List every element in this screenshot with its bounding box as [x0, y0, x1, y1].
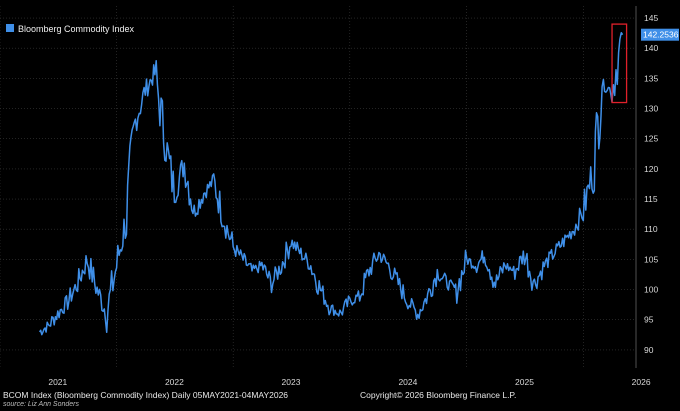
y-tick-label: 100 [644, 285, 658, 295]
highlight-box [611, 23, 628, 104]
last-value-box [641, 28, 679, 41]
last-value-label: 142.2536 [643, 30, 679, 40]
y-tick-label: 125 [644, 134, 658, 144]
y-tick-label: 130 [644, 104, 658, 114]
y-tick-label: 110 [644, 224, 658, 234]
y-axis-ticks: 90 95 100 105 110 115 120 125 130 135 140 145 [644, 13, 658, 355]
x-tick-label: 2024 [398, 377, 417, 387]
grid-lines [0, 6, 637, 368]
x-tick-label: 2023 [282, 377, 301, 387]
y-tick-label: 145 [644, 13, 658, 23]
x-tick-label: 2026 [632, 377, 651, 387]
x-axis-ticks: 2021 2022 2023 2024 2025 2026 [48, 377, 650, 387]
legend-label: Bloomberg Commodity Index [18, 24, 135, 34]
y-tick-label: 90 [644, 345, 654, 355]
y-tick-label: 115 [644, 194, 658, 204]
series-layer [38, 31, 624, 336]
copyright-notice: Copyright© 2026 Bloomberg Finance L.P. [360, 390, 517, 400]
y-tick-label: 105 [644, 254, 658, 264]
last-value-marker: 142.2536 [641, 28, 679, 41]
y-tick-label: 120 [644, 164, 658, 174]
x-tick-label: 2025 [515, 377, 534, 387]
legend: Bloomberg Commodity Index [6, 24, 135, 34]
source-note: source: Liz Ann Sonders [3, 401, 80, 408]
y-tick-label: 140 [644, 43, 658, 53]
x-tick-label: 2022 [165, 377, 184, 387]
highlight-layer [611, 23, 628, 104]
chart-description: BCOM Index (Bloomberg Commodity Index) D… [3, 390, 289, 400]
y-tick-label: 135 [644, 73, 658, 83]
y-tick-label: 95 [644, 315, 654, 325]
legend-swatch [6, 24, 14, 32]
series-line-bloomberg-commodity-index [38, 31, 624, 336]
x-tick-label: 2021 [48, 377, 67, 387]
